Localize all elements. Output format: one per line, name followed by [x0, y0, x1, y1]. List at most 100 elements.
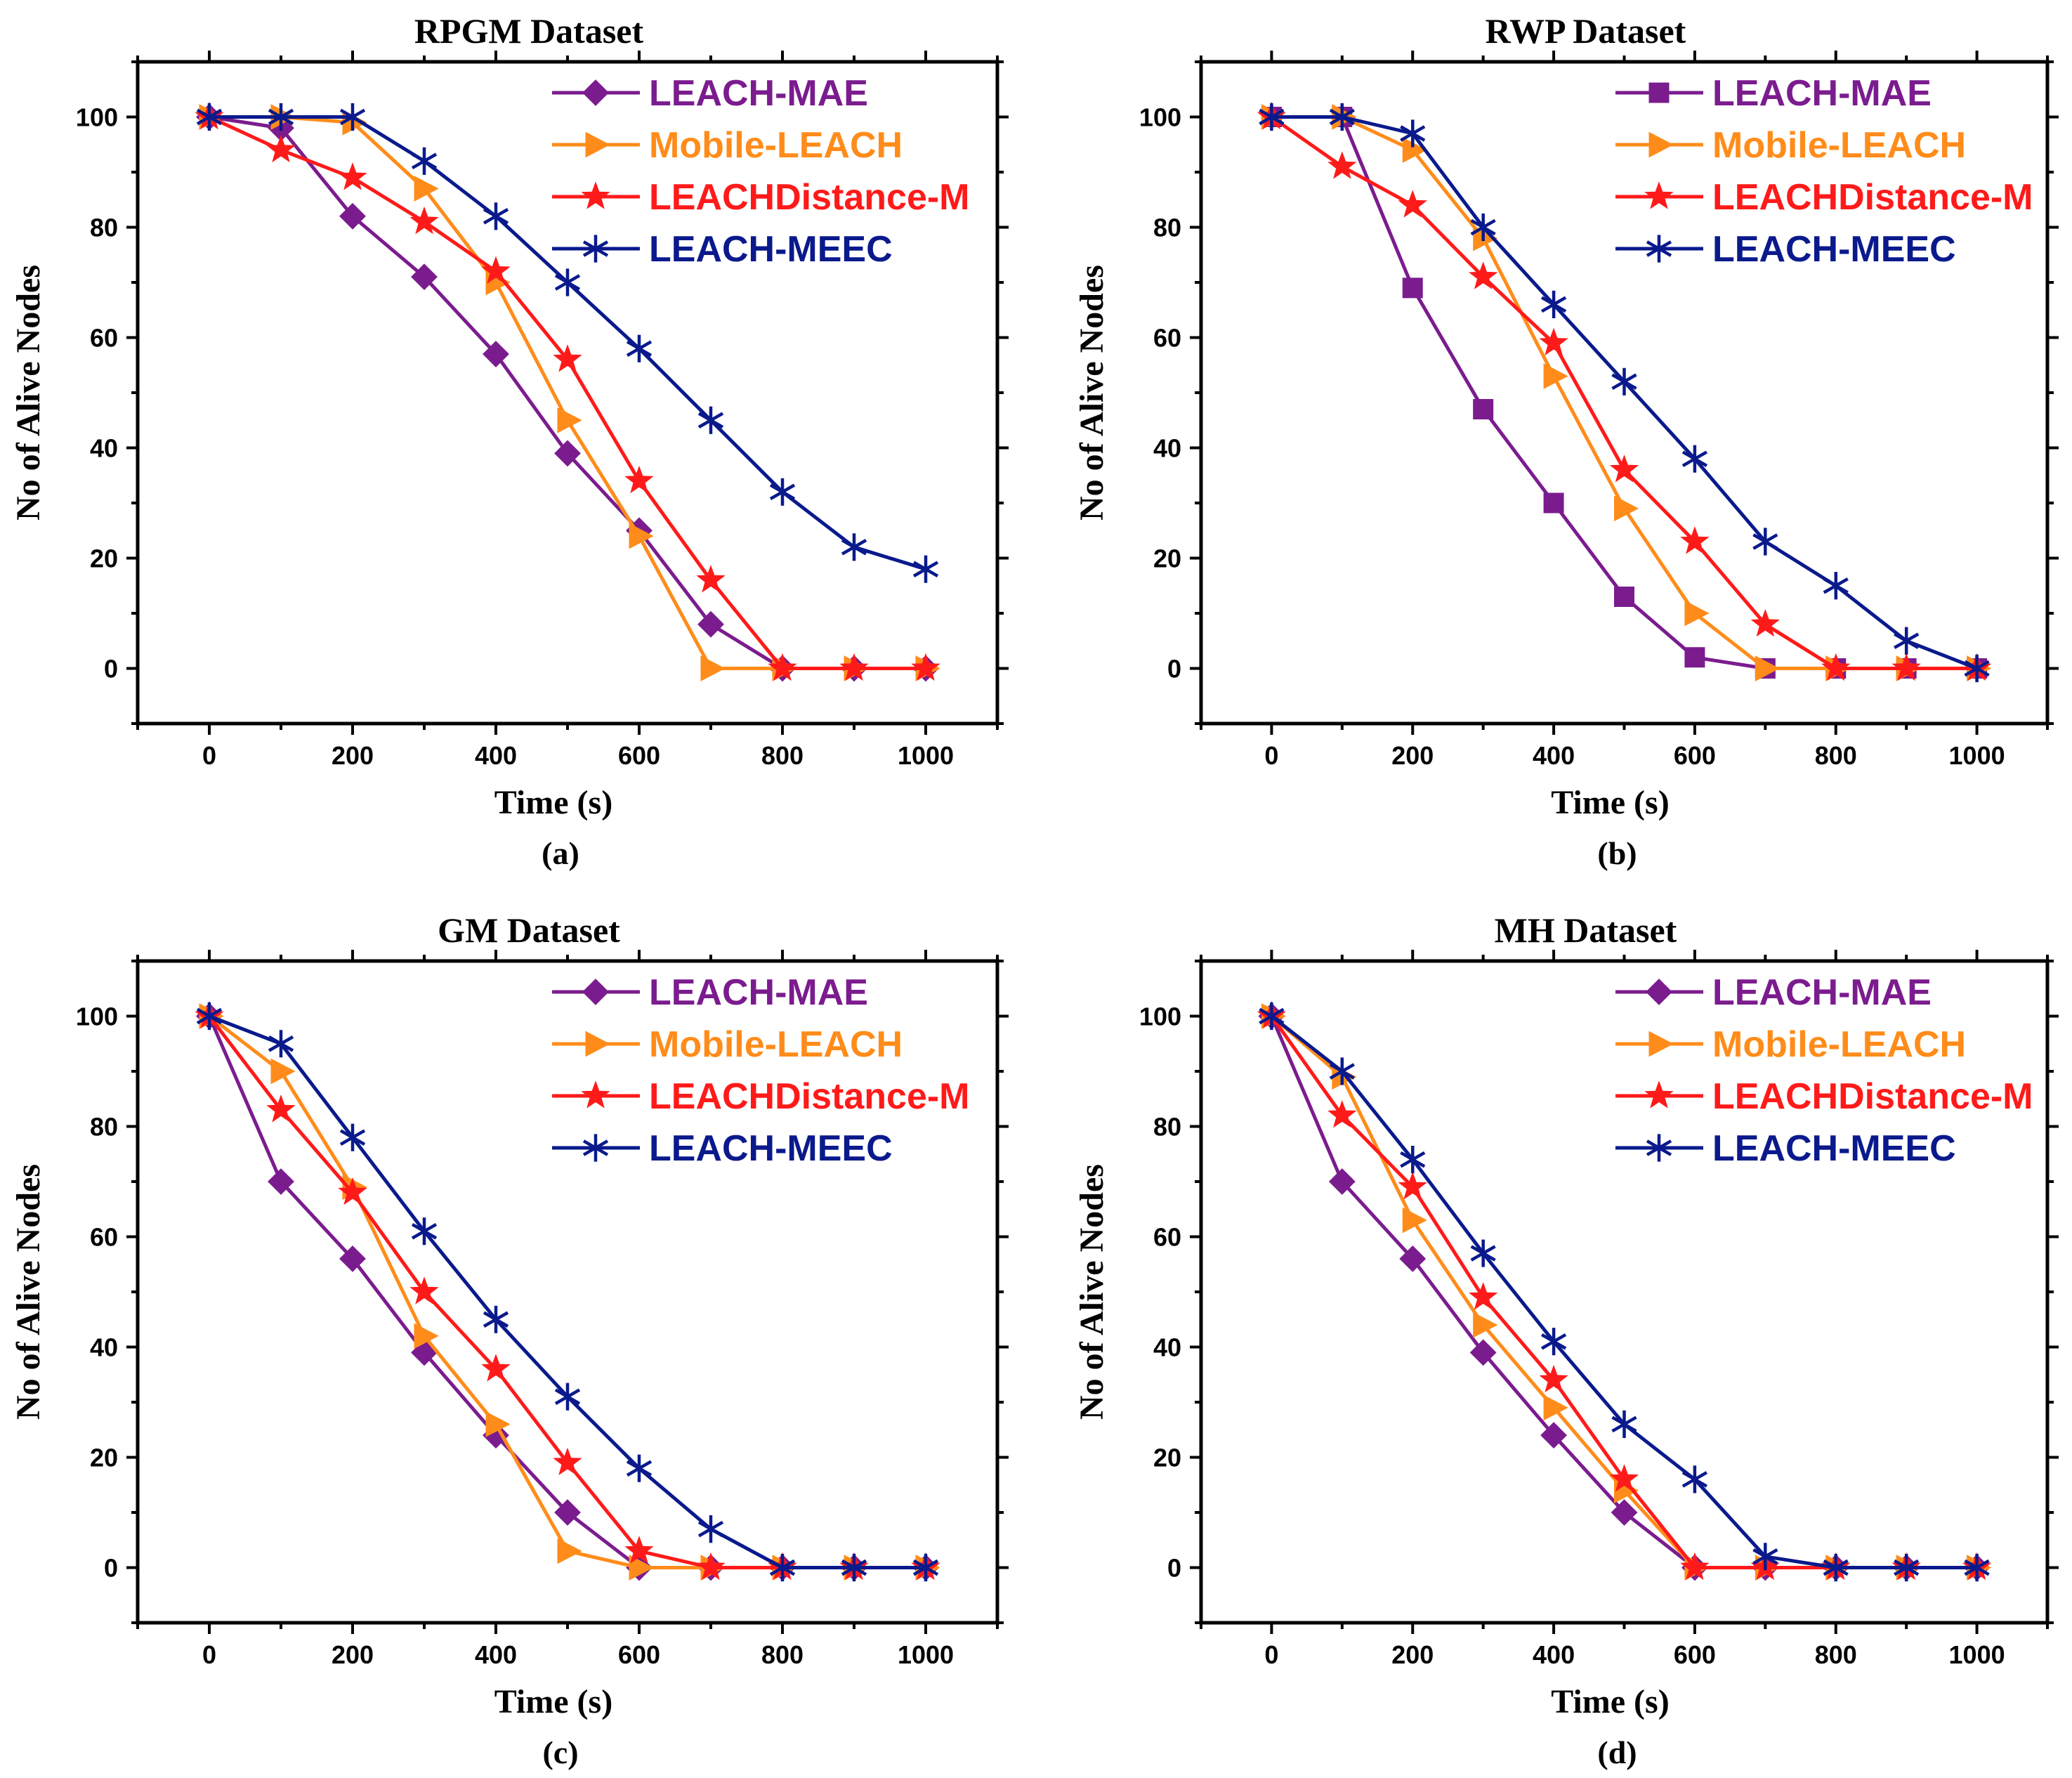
data-point — [483, 341, 509, 367]
legend-label: LEACH-MAE — [649, 73, 868, 114]
data-point — [1611, 1410, 1637, 1438]
data-point — [1684, 647, 1705, 668]
chart-title: MH Dataset — [1495, 910, 1677, 950]
data-point — [1964, 1553, 1990, 1582]
data-point — [624, 1536, 654, 1564]
legend-label: LEACHDistance-M — [1712, 177, 2033, 218]
data-point — [196, 103, 223, 131]
legend-label: LEACH-MEEC — [1712, 229, 1956, 270]
data-point — [1609, 455, 1639, 483]
data-point — [557, 1538, 582, 1564]
data-point — [485, 1411, 511, 1437]
data-point — [481, 1354, 511, 1382]
data-point — [1543, 1394, 1568, 1421]
x-tick-label: 0 — [202, 741, 216, 770]
data-point — [1400, 1146, 1426, 1174]
data-point — [1402, 277, 1423, 299]
data-point — [1399, 1245, 1427, 1272]
legend-label: Mobile-LEACH — [649, 1024, 903, 1065]
legend-marker — [1648, 82, 1670, 103]
data-point — [1470, 213, 1496, 242]
data-point — [557, 407, 582, 433]
legend-label: LEACHDistance-M — [649, 177, 970, 218]
chart-panel-2: 0 200 400 600 800 1000 0 20 40 60 80 100 RWP Dataset… — [1073, 11, 2059, 871]
data-point — [841, 533, 867, 561]
x-tick-label: 200 — [332, 741, 374, 770]
x-tick-label: 800 — [761, 741, 804, 770]
x-tick-label: 1000 — [1949, 741, 2005, 770]
legend-item: Mobile-LEACH — [552, 125, 903, 166]
data-point — [1752, 528, 1778, 556]
series-leach-meec — [196, 103, 939, 583]
data-point — [1398, 1172, 1428, 1200]
series-leachdistance-m — [195, 101, 940, 681]
data-point — [1540, 1328, 1567, 1356]
legend-marker — [1646, 235, 1672, 263]
data-point — [629, 1555, 654, 1581]
series-leach-meec — [1259, 103, 1990, 683]
data-point — [1398, 190, 1427, 218]
data-point — [1894, 1553, 1920, 1582]
legend-marker — [585, 1031, 610, 1057]
data-point — [1755, 655, 1781, 681]
legend: LEACH-MAE Mobile-LEACH LEACHDistance-M LEAC… — [1615, 972, 2033, 1169]
data-point — [1681, 445, 1708, 473]
chart-title: RPGM Dataset — [414, 11, 644, 51]
y-tick-label: 60 — [1153, 324, 1181, 353]
legend-item: Mobile-LEACH — [1615, 125, 1966, 166]
x-tick-label: 600 — [1674, 741, 1716, 770]
legend-label: LEACHDistance-M — [649, 1076, 970, 1117]
chart-panel-3: 0 200 400 600 800 1000 0 20 40 60 80 100 GM Dataset T… — [10, 910, 1009, 1770]
legend-marker — [1648, 131, 1674, 158]
legend-label: LEACH-MEEC — [1712, 1128, 1956, 1169]
data-point — [700, 655, 726, 681]
x-tick-label: 1000 — [1949, 1640, 2005, 1669]
y-tick-label: 20 — [90, 544, 118, 573]
y-tick-label: 60 — [90, 1223, 118, 1252]
legend-item: LEACH-MEEC — [552, 229, 893, 270]
y-tick-label: 0 — [1167, 655, 1181, 684]
data-point — [697, 406, 724, 434]
y-tick-label: 100 — [1139, 1002, 1181, 1031]
data-point — [1823, 1553, 1849, 1582]
data-point — [1681, 1465, 1708, 1493]
data-point — [1611, 1499, 1638, 1526]
data-point — [1540, 290, 1567, 318]
data-point — [1611, 367, 1637, 396]
legend-item: LEACHDistance-M — [552, 177, 970, 218]
y-axis-label: No of Alive Nodes — [10, 1164, 47, 1420]
data-point — [1469, 1282, 1498, 1310]
data-point — [554, 440, 581, 467]
data-point — [1680, 1552, 1710, 1581]
legend-label: Mobile-LEACH — [1712, 1024, 1966, 1065]
data-point — [1543, 363, 1568, 389]
x-tick-label: 1000 — [898, 741, 954, 770]
x-tick-label: 1000 — [898, 1640, 954, 1669]
data-point — [554, 1382, 581, 1411]
chart-panel-4: 0 200 400 600 800 1000 0 20 40 60 80 100 MH Dataset T… — [1073, 910, 2059, 1770]
data-point — [1614, 495, 1639, 522]
x-tick-label: 200 — [332, 1640, 374, 1669]
legend-item: LEACH-MEEC — [1615, 229, 1956, 270]
data-point — [1402, 1207, 1427, 1234]
data-point — [1684, 600, 1710, 627]
series-leach-meec — [1259, 1002, 1990, 1582]
data-point — [409, 1276, 439, 1305]
y-tick-label: 100 — [1139, 103, 1181, 132]
series-leach-meec — [196, 1002, 939, 1582]
data-point — [339, 103, 366, 131]
y-tick-label: 60 — [90, 324, 118, 353]
data-point — [912, 1553, 939, 1582]
legend-label: LEACH-MAE — [649, 972, 868, 1013]
legend: LEACH-MAE Mobile-LEACH LEACHDistance-M LEAC… — [552, 73, 970, 270]
data-point — [1539, 327, 1568, 355]
y-tick-label: 0 — [1167, 1554, 1181, 1583]
data-point — [270, 1058, 296, 1085]
data-point — [1473, 399, 1494, 420]
x-tick-label: 400 — [1533, 741, 1575, 770]
data-point — [696, 565, 726, 593]
legend-marker — [581, 181, 610, 209]
data-point — [409, 206, 439, 235]
chart-panel-1: 0 200 400 600 800 1000 0 20 40 60 80 100 RPGM Datase… — [10, 11, 1009, 871]
